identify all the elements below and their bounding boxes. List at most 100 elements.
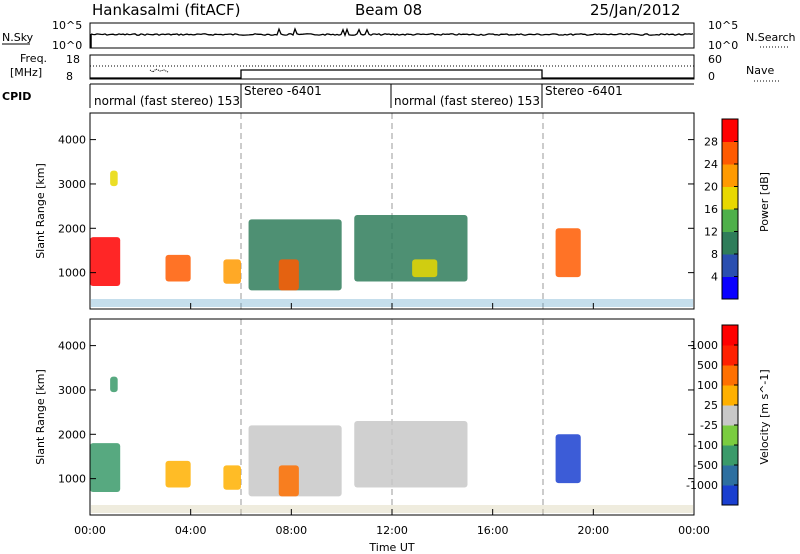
velocity-colorbar-swatch-1 <box>722 465 738 486</box>
power-colorbar-swatch-0 <box>722 276 738 300</box>
velocity-colorbar-swatch-0 <box>722 485 738 506</box>
freq-frame <box>89 54 695 80</box>
nsky-left-tick-high: 10^5 <box>52 19 82 32</box>
nave-tick-high: 60 <box>708 53 722 66</box>
freq-label-line2: [MHz] <box>10 66 42 79</box>
cpid-label: CPID <box>2 90 31 103</box>
x-tick-label-6: 00:00 <box>678 524 710 537</box>
velocity-echo-region-6 <box>354 420 468 488</box>
velocity-colorbar-label: Velocity [m s^-1] <box>758 369 771 464</box>
power-colorbar-tick-3: 16 <box>704 203 718 216</box>
velocity-colorbar-tick-2: 100 <box>697 379 718 392</box>
velocity-colorbar-swatch-7 <box>722 345 738 366</box>
velocity-colorbar-swatch-4 <box>722 405 738 426</box>
power-echo-region-7 <box>412 259 438 278</box>
nsky-panel: N.Sky 10^5 10^0 10^5 10^0 N.Search <box>2 19 796 52</box>
power-y-tick-label-3: 4000 <box>58 134 86 147</box>
velocity-y-tick-label-2: 3000 <box>58 384 86 397</box>
power-y-tick-label-2: 3000 <box>58 178 86 191</box>
velocity-colorbar-frame <box>721 324 739 506</box>
nsky-frame <box>89 22 695 49</box>
station-title: Hankasalmi (fitACF) <box>92 1 240 19</box>
freq-left-tick-low: 8 <box>66 70 73 83</box>
velocity-colorbar-tick-4: -25 <box>700 419 718 432</box>
velocity-colorbar-tick-1: 500 <box>697 359 718 372</box>
power-colorbar-tick-1: 8 <box>711 248 718 261</box>
velocity-y-tick-label-3: 4000 <box>58 340 86 353</box>
velocity-colorbar-tick-0: 1000 <box>690 339 718 352</box>
velocity-echo-region-1 <box>110 376 118 393</box>
velocity-echo-region-4 <box>248 425 342 497</box>
nsky-left-tick-low: 10^0 <box>52 39 82 52</box>
power-echo-region-8 <box>555 228 581 278</box>
power-colorbar-swatch-2 <box>722 231 738 255</box>
power-colorbar-tick-2: 12 <box>704 226 718 239</box>
freq-label-line1: Freq. <box>20 52 47 65</box>
x-tick-label-5: 20:00 <box>577 524 609 537</box>
velocity-echo-region-0 <box>90 443 121 492</box>
nsky-label: N.Sky <box>2 31 34 44</box>
velocity-colorbar-tick-6: -500 <box>693 459 718 472</box>
velocity-colorbar: 1000 500 100 25 -25 -100 -500 -1000 <box>686 324 739 506</box>
freq-trace <box>90 69 694 79</box>
cpid-bar: CPID normal (fast stereo) 153 Stereo -64… <box>2 83 694 108</box>
velocity-colorbar-tick-7: -1000 <box>686 479 718 492</box>
power-colorbar-label: Power [dB] <box>758 172 771 232</box>
power-colorbar-swatch-3 <box>722 209 738 232</box>
power-colorbar-tick-6: 28 <box>704 136 718 149</box>
velocity-colorbar-tick-3: 25 <box>704 399 718 412</box>
x-tick-label-0: 00:00 <box>74 524 106 537</box>
power-colorbar-tick-5: 24 <box>704 158 718 171</box>
power-colorbar-swatch-6 <box>722 141 738 165</box>
nsky-trace <box>90 27 694 38</box>
power-echo-region-2 <box>165 254 191 282</box>
power-y-label: Slant Range [km] <box>34 163 47 259</box>
freq-scatter <box>149 68 169 73</box>
power-colorbar: 4 8 12 16 20 24 28 <box>704 118 739 300</box>
velocity-y-tick-label-1: 2000 <box>58 428 86 441</box>
velocity-y-label: Slant Range [km] <box>34 369 47 465</box>
power-y-ticks: 1000 2000 3000 4000 <box>58 134 694 280</box>
velocity-panel: 1000 2000 3000 4000 Slant Range [km] 1000 50… <box>34 318 771 516</box>
power-y-tick-label-0: 1000 <box>58 267 86 280</box>
power-colorbar-swatch-1 <box>722 254 738 277</box>
x-tick-label-3: 12:00 <box>376 524 408 537</box>
nsky-right-tick-low: 10^0 <box>708 39 738 52</box>
date-title: 25/Jan/2012 <box>590 1 681 19</box>
cpid-segment-4: Stereo -6401 <box>545 84 623 98</box>
power-colorbar-swatch-7 <box>722 119 738 142</box>
power-echo-region-4 <box>248 219 342 291</box>
velocity-echo-region-2 <box>165 460 191 488</box>
power-y-tick-label-1: 2000 <box>58 222 86 235</box>
power-colorbar-tick-4: 20 <box>704 181 718 194</box>
x-axis: 00:00 04:00 08:00 12:00 16:00 20:00 00:00 <box>74 303 710 537</box>
cpid-segment-1: normal (fast stereo) 153 <box>94 94 240 108</box>
velocity-colorbar-swatch-3 <box>722 425 738 446</box>
beam-title: Beam 08 <box>355 1 422 19</box>
power-echo-region-6 <box>354 214 468 282</box>
cpid-segment-3: normal (fast stereo) 153 <box>394 94 540 108</box>
velocity-colorbar-tick-5: -100 <box>693 439 718 452</box>
power-colorbar-tick-0: 4 <box>711 271 718 284</box>
velocity-colorbar-swatch-2 <box>722 445 738 466</box>
velocity-y-tick-label-0: 1000 <box>58 473 86 486</box>
velocity-colorbar-swatch-8 <box>722 325 738 346</box>
x-tick-label-1: 04:00 <box>175 524 207 537</box>
velocity-colorbar-swatch-5 <box>722 385 738 406</box>
cpid-segment-2: Stereo -6401 <box>244 84 322 98</box>
power-colorbar-swatch-4 <box>722 186 738 210</box>
velocity-echo-region-3 <box>223 465 241 490</box>
velocity-echo-region-7 <box>555 434 581 484</box>
power-echo-region-3 <box>223 259 241 284</box>
velocity-echo-region-5 <box>278 465 299 497</box>
x-tick-label-4: 16:00 <box>477 524 509 537</box>
nsky-right-tick-high: 10^5 <box>708 19 738 32</box>
nsearch-label: N.Search <box>746 31 796 44</box>
nave-label: Nave <box>746 64 774 77</box>
velocity-colorbar-swatch-6 <box>722 365 738 386</box>
nave-tick-low: 0 <box>708 70 715 83</box>
freq-left-tick-high: 18 <box>66 53 80 66</box>
power-echo-region-5 <box>278 259 299 291</box>
power-echo-region-0 <box>90 237 121 286</box>
